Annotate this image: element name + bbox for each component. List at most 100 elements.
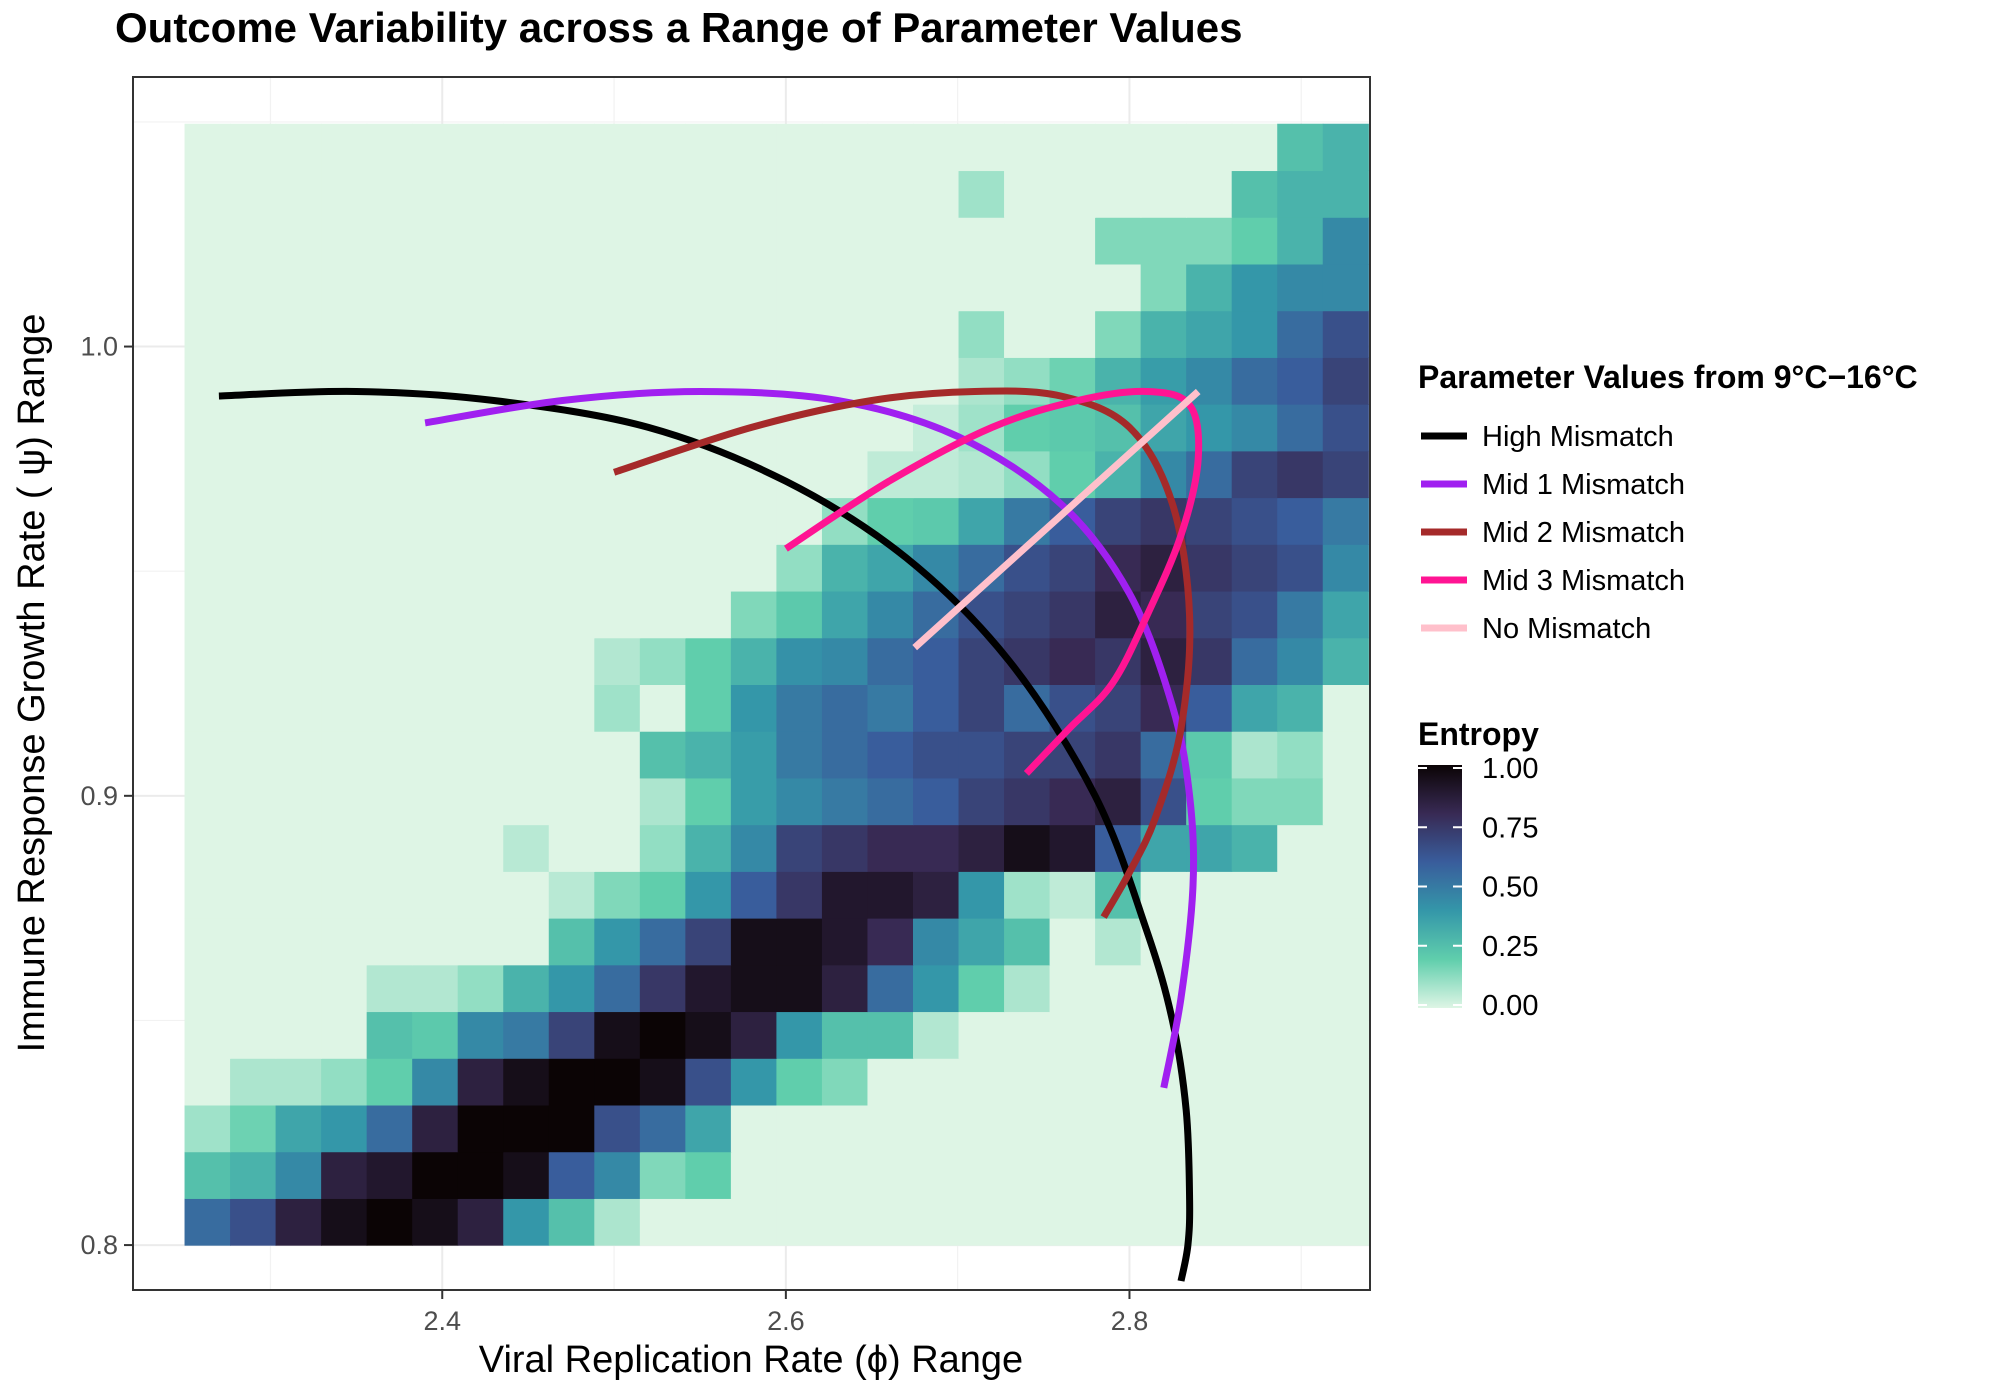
heatmap-tile <box>730 1011 778 1059</box>
heatmap-tile <box>1095 1198 1142 1246</box>
heatmap-tile <box>958 310 1005 358</box>
heatmap-tile <box>685 1151 732 1199</box>
heatmap-tile <box>685 824 732 872</box>
heatmap-tile <box>412 1011 459 1059</box>
heatmap-tile <box>821 637 869 685</box>
heatmap-tile <box>730 964 778 1013</box>
heatmap-tile <box>366 263 413 312</box>
heatmap-tile <box>1049 310 1096 358</box>
heatmap-tile <box>730 1198 778 1246</box>
y-tick-label: 0.9 <box>80 781 118 811</box>
heatmap-tile <box>1004 497 1051 545</box>
heatmap-tile <box>321 263 368 312</box>
heatmap-tile <box>1322 497 1369 545</box>
heatmap-tile <box>457 170 504 218</box>
heatmap-tile <box>594 1151 641 1199</box>
heatmap-tile <box>1231 170 1278 218</box>
plot-panel-border <box>132 76 1371 1291</box>
heatmap-tile <box>548 497 595 545</box>
heatmap-tile <box>867 731 914 779</box>
colorbar-tick-label: 0.25 <box>1482 931 1538 963</box>
heatmap-tile <box>776 871 823 919</box>
heatmap-tile <box>366 217 413 265</box>
heatmap-tile <box>594 824 641 872</box>
heatmap-tile <box>1322 450 1369 499</box>
heatmap-tile <box>958 871 1005 919</box>
heatmap-tile <box>1322 590 1369 639</box>
heatmap-tile <box>321 404 368 452</box>
heatmap-tile <box>913 310 960 358</box>
heatmap-tile <box>1186 544 1233 592</box>
heatmap-tile <box>913 170 960 218</box>
heatmap-tile <box>867 310 914 358</box>
heatmap-tile <box>958 123 1005 172</box>
heatmap-tile <box>958 217 1005 265</box>
heatmap-tile <box>230 497 277 545</box>
heatmap-tile <box>1186 964 1233 1013</box>
heatmap-tile <box>366 544 413 592</box>
heatmap-tile <box>1004 777 1051 826</box>
heatmap-tile <box>594 404 641 452</box>
heatmap-tile <box>776 731 823 779</box>
heatmap-tile <box>457 1058 504 1106</box>
heatmap-tile <box>1004 310 1051 358</box>
heatmap-tile <box>1095 1151 1142 1199</box>
heatmap-tile <box>1277 1058 1324 1106</box>
heatmap-tile <box>1049 170 1096 218</box>
heatmap-tile <box>1277 1011 1324 1059</box>
heatmap-tile <box>594 918 641 966</box>
heatmap-tile <box>548 217 595 265</box>
heatmap-tile <box>230 964 277 1013</box>
heatmap-tile <box>639 1058 686 1106</box>
heatmap-tile <box>1277 637 1324 685</box>
heatmap-tile <box>821 731 869 779</box>
heatmap-tile <box>1004 824 1051 872</box>
heatmap-tile <box>366 871 413 919</box>
heatmap-tile <box>503 497 550 545</box>
heatmap-tile <box>1004 357 1051 405</box>
heatmap-tile <box>1277 450 1324 499</box>
heatmap-tile <box>412 1058 459 1106</box>
heatmap-tile <box>639 544 686 592</box>
heatmap-tile <box>230 777 277 826</box>
heatmap-tile <box>821 310 869 358</box>
heatmap-tile <box>321 1198 368 1246</box>
heatmap-tile <box>821 404 869 452</box>
heatmap-tile <box>1322 684 1369 732</box>
heatmap-tile <box>457 1198 504 1246</box>
heatmap-tile <box>548 918 595 966</box>
heatmap-tile <box>867 1104 914 1153</box>
heatmap-tile <box>730 590 778 639</box>
heatmap-tile <box>685 918 732 966</box>
heatmap-tile <box>1322 357 1369 405</box>
heatmap-tile <box>321 544 368 592</box>
heatmap-tile <box>1277 263 1324 312</box>
heatmap-tile <box>184 1198 231 1246</box>
heatmap-tile <box>867 1011 914 1059</box>
heatmap-tile <box>1095 310 1142 358</box>
heatmap-tile <box>275 918 322 966</box>
heatmap-tile <box>1004 590 1051 639</box>
heatmap-tile <box>457 450 504 499</box>
heatmap-tile <box>639 871 686 919</box>
series-lines-layer <box>218 387 1203 1282</box>
heatmap-tile <box>230 1151 277 1199</box>
heatmap-tile <box>639 824 686 872</box>
heatmap-tile <box>730 1058 778 1106</box>
heatmap-tile <box>1231 217 1278 265</box>
heatmap-tile <box>1186 497 1233 545</box>
heatmap-tile <box>594 637 641 685</box>
heatmap-tile <box>457 824 504 872</box>
heatmap-tile <box>184 684 231 732</box>
heatmap-tile <box>503 824 550 872</box>
heatmap-tile <box>1231 123 1278 172</box>
heatmap-tile <box>958 1104 1005 1153</box>
heatmap-tile <box>548 170 595 218</box>
heatmap-tile <box>321 918 368 966</box>
heatmap-tile <box>230 1011 277 1059</box>
heatmap-tile <box>867 1058 914 1106</box>
x-axis-label: Viral Replication Rate (ϕ) Range <box>479 1339 1023 1381</box>
heatmap-tile <box>730 1151 778 1199</box>
heatmap-tile <box>275 497 322 545</box>
heatmap-tile <box>639 310 686 358</box>
